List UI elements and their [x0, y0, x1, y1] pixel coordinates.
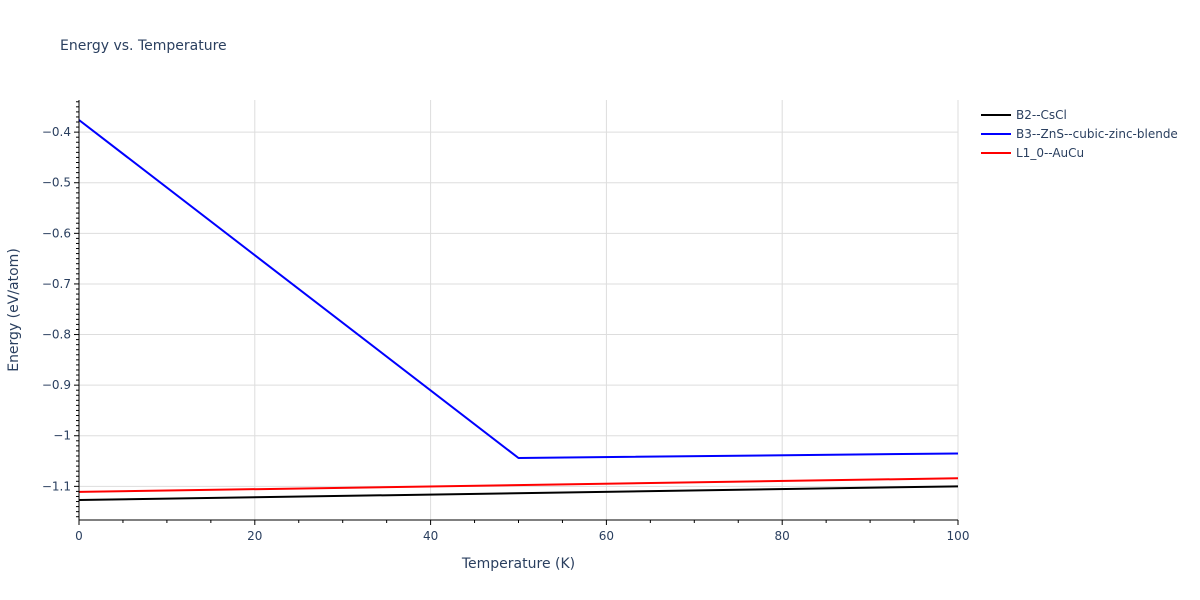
y-tick-label: −0.9	[42, 378, 71, 392]
y-axis-title: Energy (eV/atom)	[6, 248, 22, 372]
y-tick-label: −1	[53, 429, 71, 443]
legend-label-0: B2--CsCl	[1016, 108, 1067, 122]
series-line-0	[78, 485, 959, 502]
legend-label-2: L1_0--AuCu	[1016, 146, 1084, 160]
x-axis-title: Temperature (K)	[461, 556, 575, 572]
chart-title: Energy vs. Temperature	[60, 38, 227, 54]
legend-label-1: B3--ZnS--cubic-zinc-blende	[1016, 127, 1178, 141]
legend: B2--CsCl B3--ZnS--cubic-zinc-blende L1_0--…	[981, 108, 1178, 160]
x-tick-label: 40	[423, 529, 438, 543]
series-lines	[78, 119, 959, 502]
y-tick-label: −0.5	[42, 176, 71, 190]
x-tick-label: 0	[75, 529, 83, 543]
y-axis-ticks: −1.1 −1 −0.9 −0.8 −0.7 −0.6 −0.5 −0.4	[42, 101, 79, 518]
x-tick-label: 100	[947, 529, 970, 543]
series-line-1	[78, 119, 959, 460]
y-tick-label: −1.1	[42, 479, 71, 493]
x-tick-label: 80	[775, 529, 790, 543]
y-tick-label: −0.4	[42, 125, 71, 139]
series-line-2	[78, 477, 959, 493]
x-tick-label: 60	[599, 529, 614, 543]
x-tick-label: 20	[247, 529, 262, 543]
y-tick-label: −0.6	[42, 226, 71, 240]
x-axis-ticks: 0 20 40 60 80 100	[75, 520, 969, 543]
y-tick-label: −0.8	[42, 328, 71, 342]
y-tick-label: −0.7	[42, 277, 71, 291]
